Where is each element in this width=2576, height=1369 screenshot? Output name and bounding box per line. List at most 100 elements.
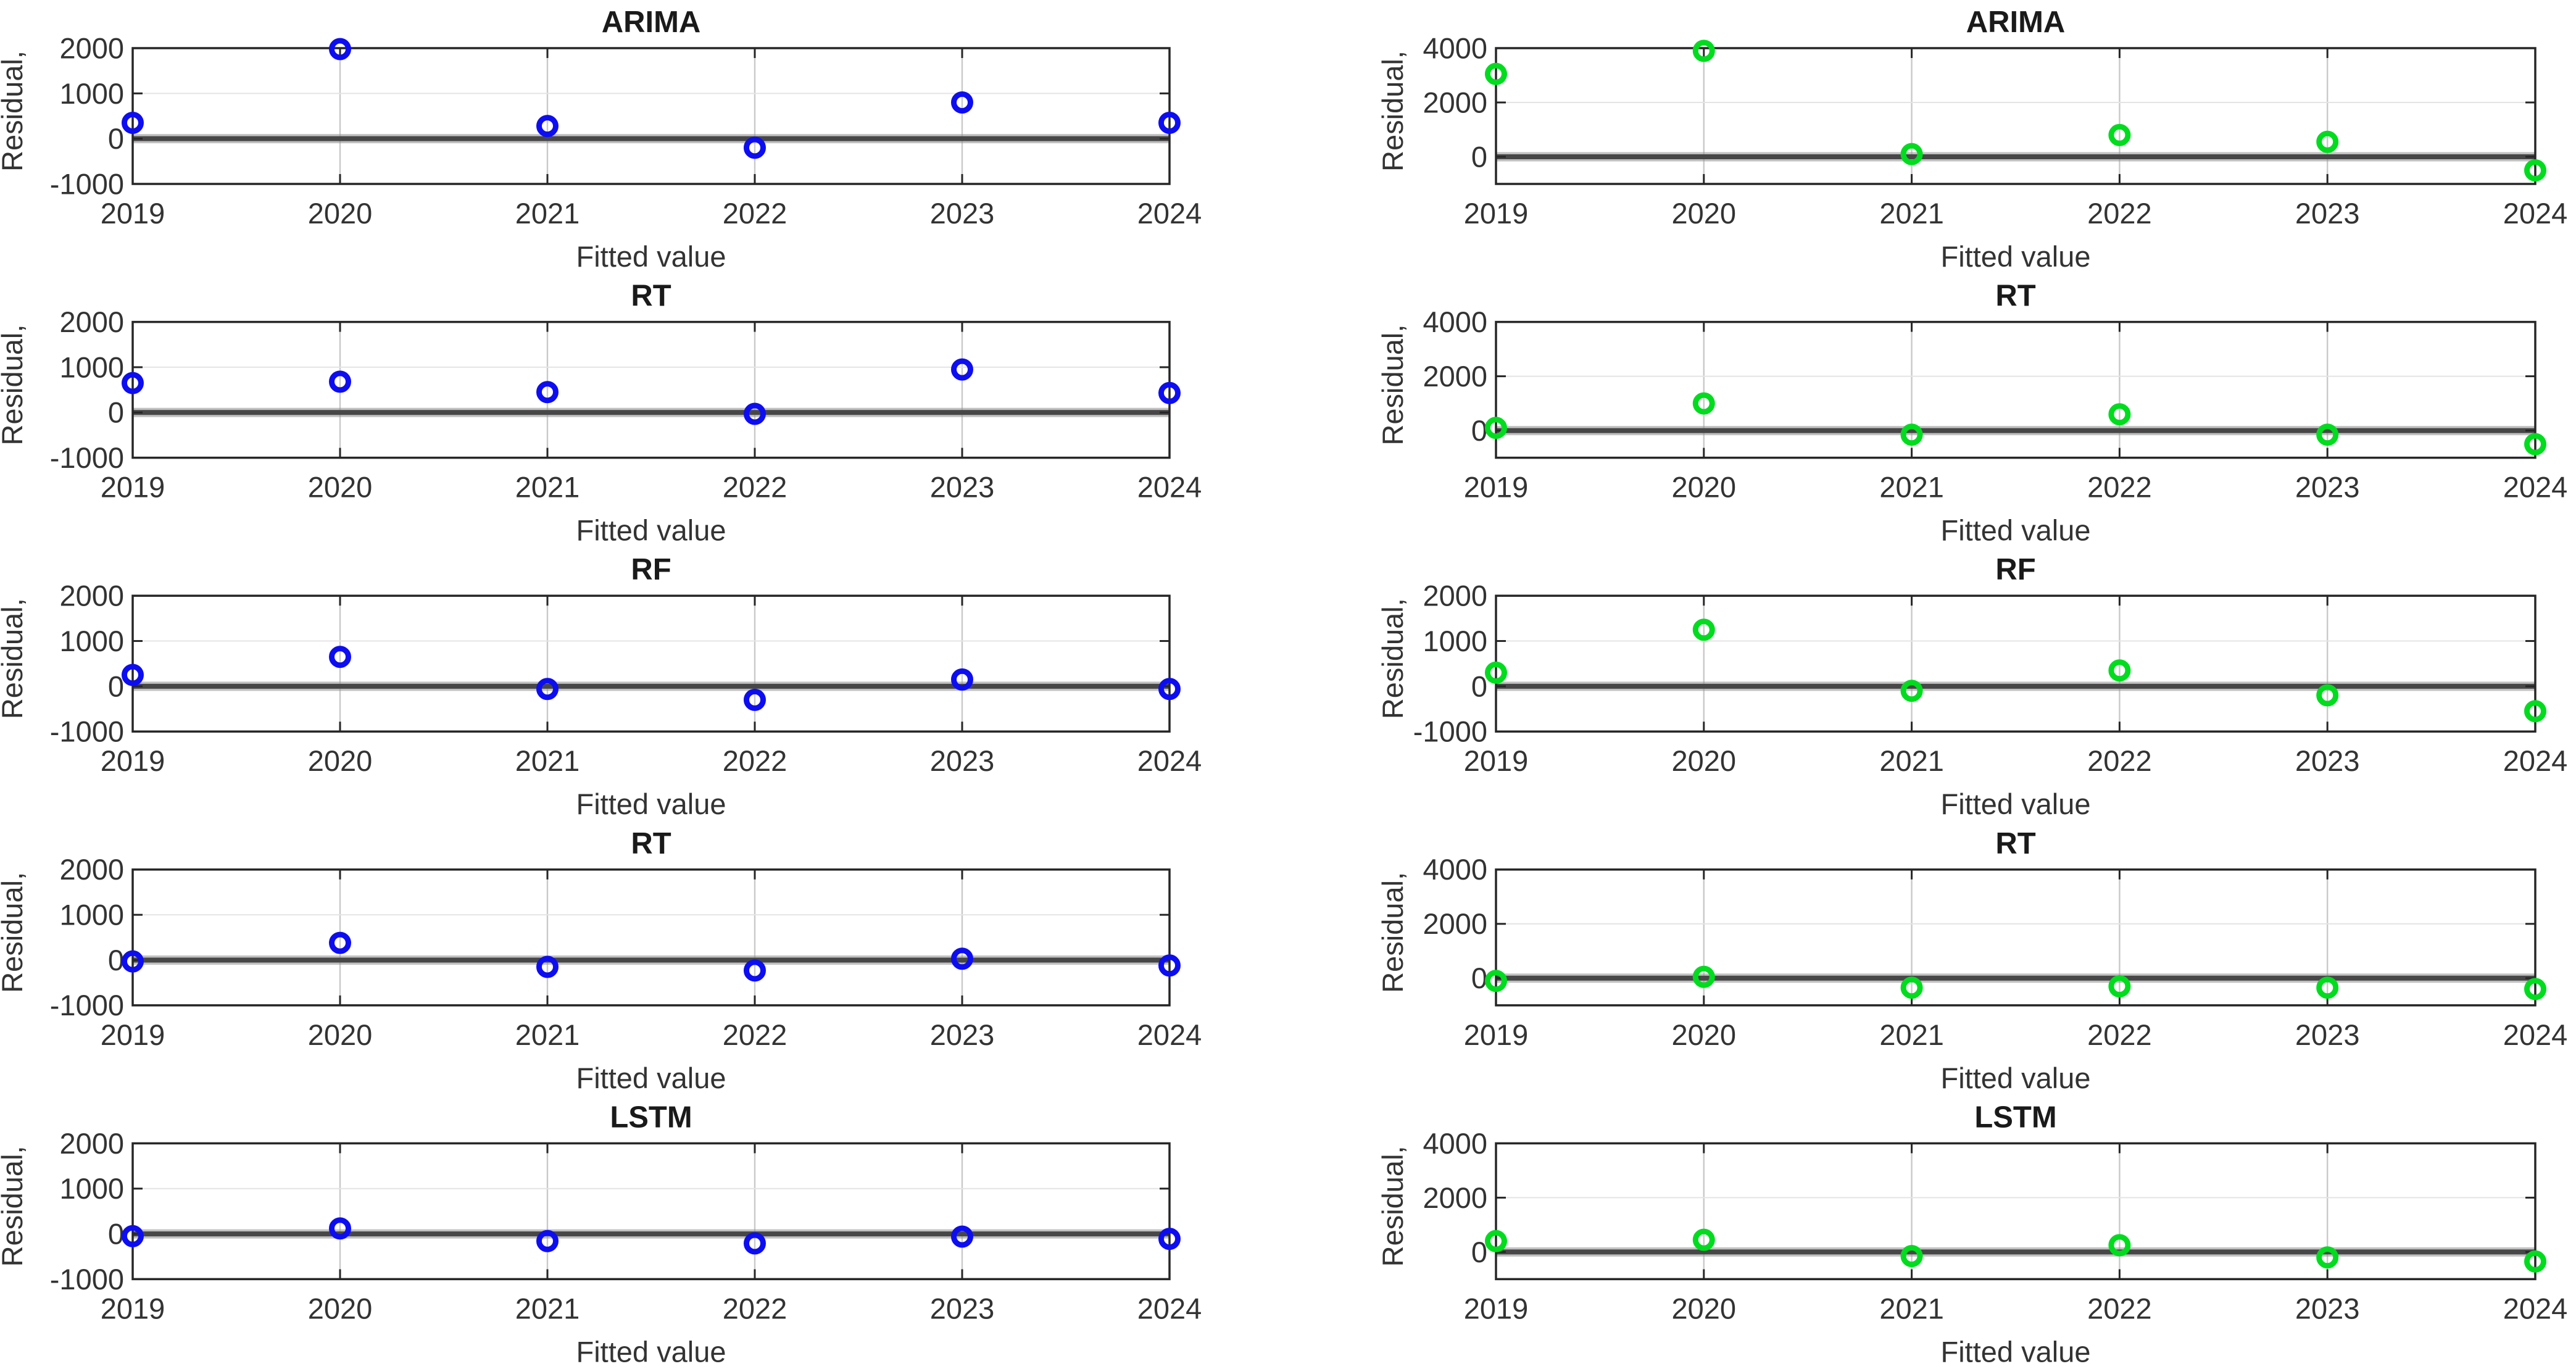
data-point xyxy=(1692,40,1715,62)
x-tick-label: 2024 xyxy=(1137,744,1202,777)
data-point xyxy=(1158,678,1181,701)
x-tick-label: 2019 xyxy=(1464,197,1529,230)
y-tick-label: 0 xyxy=(108,944,124,976)
x-axis-label: Fitted value xyxy=(576,240,726,273)
data-point xyxy=(1692,392,1715,415)
y-tick-label: 1000 xyxy=(1423,625,1487,657)
x-axis-label: Fitted value xyxy=(1941,240,2091,273)
x-tick-label: 2021 xyxy=(515,471,580,504)
data-point xyxy=(2524,433,2546,456)
x-tick-label: 2023 xyxy=(2295,471,2360,504)
data-point xyxy=(536,115,559,138)
y-axis-label: Residual, xyxy=(1376,598,1409,719)
data-point xyxy=(2316,130,2339,153)
axes-box xyxy=(1495,868,2537,1007)
data-point xyxy=(329,370,351,393)
y-tick-label: -1000 xyxy=(50,715,124,748)
y-tick-label: -1000 xyxy=(50,167,124,200)
data-point xyxy=(2108,403,2131,426)
x-tick-label: 2022 xyxy=(2087,744,2152,777)
data-point xyxy=(951,91,973,114)
y-tick-label: 2000 xyxy=(1423,86,1487,119)
data-point xyxy=(2316,684,2339,707)
data-point xyxy=(951,668,973,691)
data-point xyxy=(122,372,144,394)
x-tick-label: 2020 xyxy=(308,1292,373,1325)
x-tick-label: 2024 xyxy=(2503,1292,2568,1325)
y-tick-label: 2000 xyxy=(1423,580,1487,612)
data-point xyxy=(1900,976,1923,999)
x-axis-label: Fitted value xyxy=(1941,788,2091,820)
data-point xyxy=(744,688,766,711)
y-tick-label: 1000 xyxy=(59,899,124,931)
data-point xyxy=(122,950,144,973)
x-axis-label: Fitted value xyxy=(1941,1062,2091,1094)
data-point xyxy=(329,931,351,954)
data-point xyxy=(951,358,973,381)
data-point xyxy=(1158,112,1181,134)
y-axis-label: Residual, xyxy=(1376,1146,1409,1267)
y-tick-label: 0 xyxy=(108,670,124,702)
data-point xyxy=(122,112,144,134)
data-point xyxy=(2316,976,2339,999)
x-tick-label: 2021 xyxy=(515,1018,580,1051)
x-tick-label: 2023 xyxy=(930,1292,995,1325)
x-tick-label: 2020 xyxy=(308,197,373,230)
y-axis-label: Residual, xyxy=(1376,325,1409,446)
data-point xyxy=(1158,381,1181,404)
x-tick-label: 2022 xyxy=(723,197,787,230)
y-tick-label: 0 xyxy=(1471,414,1487,447)
axes-box xyxy=(1495,320,2537,459)
y-axis-label: Residual, xyxy=(1376,872,1409,993)
data-point xyxy=(744,402,766,425)
x-tick-label: 2021 xyxy=(515,744,580,777)
x-tick-label: 2023 xyxy=(930,471,995,504)
x-tick-label: 2022 xyxy=(2087,471,2152,504)
data-point xyxy=(536,955,559,978)
x-axis-label: Fitted value xyxy=(576,514,726,547)
y-tick-label: 0 xyxy=(1471,962,1487,994)
x-tick-label: 2021 xyxy=(1879,1018,1944,1051)
axes-box xyxy=(131,594,1171,733)
y-tick-label: 0 xyxy=(108,1218,124,1250)
data-point xyxy=(1158,954,1181,977)
axes-box xyxy=(131,1142,1171,1281)
y-axis-label: Residual, xyxy=(0,872,28,993)
data-point xyxy=(329,1217,351,1240)
y-tick-label: 0 xyxy=(1471,670,1487,702)
y-tick-label: 2000 xyxy=(1423,907,1487,940)
y-tick-label: 2000 xyxy=(1423,1181,1487,1214)
subplot-lstm-right: LSTM 4000 2000 0 2019 2020 2021 2022 2023 2024 Fit… xyxy=(1376,1101,2567,1368)
data-point xyxy=(2316,423,2339,446)
data-point xyxy=(951,1225,973,1248)
data-point xyxy=(536,381,559,404)
x-tick-label: 2020 xyxy=(1672,1292,1737,1325)
y-tick-label: 1000 xyxy=(59,1172,124,1205)
y-tick-label: 2000 xyxy=(59,580,124,612)
x-tick-label: 2020 xyxy=(1672,471,1737,504)
data-point xyxy=(2524,159,2546,181)
subplot-arima-right: ARIMA 4000 2000 0 2019 2020 2021 2022 2023 2024 Fi… xyxy=(1376,6,2567,273)
x-tick-label: 2019 xyxy=(101,744,165,777)
y-tick-label: 0 xyxy=(1471,140,1487,173)
x-tick-label: 2024 xyxy=(1137,1292,1202,1325)
x-tick-label: 2020 xyxy=(1672,1018,1737,1051)
subplot-rt2-right: RT 4000 2000 0 2019 2020 2021 2022 2023 2024 Fitte… xyxy=(1376,827,2567,1094)
y-tick-label: -1000 xyxy=(50,989,124,1022)
y-axis-label: Residual, xyxy=(0,51,28,172)
y-axis-label: Residual, xyxy=(0,598,28,719)
x-tick-label: 2022 xyxy=(723,1292,787,1325)
subplot-rt1-right: RT 4000 2000 0 2019 2020 2021 2022 2023 2024 Fitte… xyxy=(1376,280,2567,547)
data-point xyxy=(744,1232,766,1255)
data-point xyxy=(1692,965,1715,988)
plot-title: RF xyxy=(1995,553,2035,586)
data-point xyxy=(536,1230,559,1252)
data-point xyxy=(744,959,766,982)
x-tick-label: 2021 xyxy=(1879,197,1944,230)
x-tick-label: 2022 xyxy=(2087,1292,2152,1325)
y-tick-label: -1000 xyxy=(1413,715,1487,748)
data-point xyxy=(1692,618,1715,641)
data-point xyxy=(122,664,144,686)
data-point xyxy=(329,38,351,60)
